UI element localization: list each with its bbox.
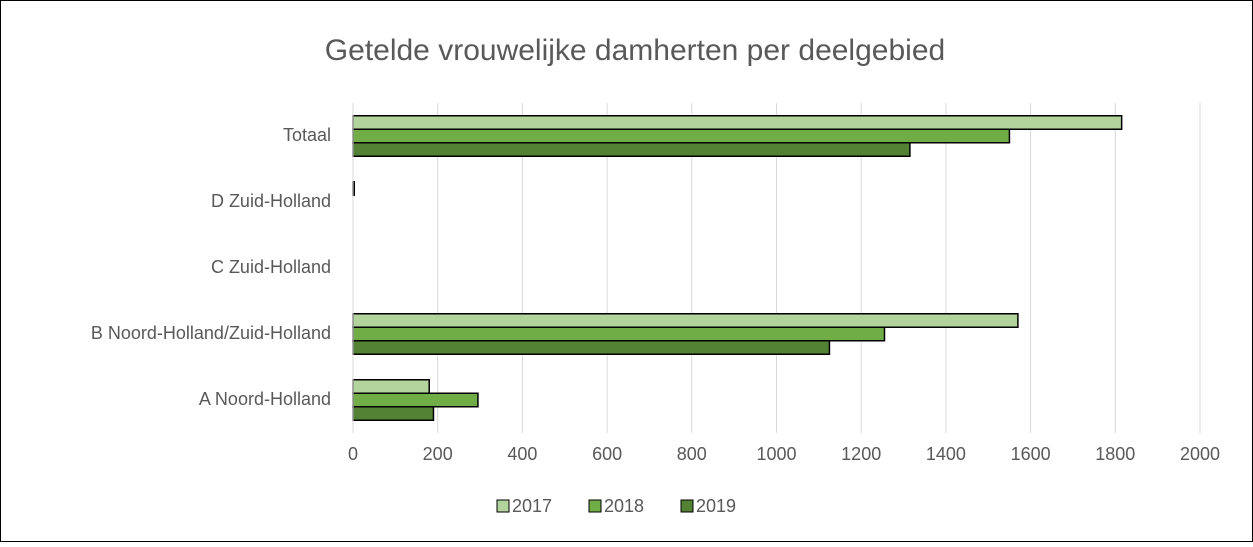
legend-swatch bbox=[680, 499, 694, 513]
legend-swatch bbox=[496, 499, 510, 513]
x-tick-label: 800 bbox=[677, 444, 707, 464]
legend-label: 2019 bbox=[696, 496, 736, 516]
x-tick-label: 1800 bbox=[1095, 444, 1135, 464]
legend-label: 2018 bbox=[604, 496, 644, 516]
legend-label: 2017 bbox=[512, 496, 552, 516]
bar bbox=[352, 128, 1011, 144]
y-tick-label: Totaal bbox=[283, 125, 331, 145]
x-tick-label: 1600 bbox=[1011, 444, 1051, 464]
x-tick-label: 400 bbox=[507, 444, 537, 464]
x-tick-label: 1400 bbox=[926, 444, 966, 464]
x-tick-label: 200 bbox=[423, 444, 453, 464]
y-tick-label: D Zuid-Holland bbox=[211, 191, 331, 211]
legend-swatch bbox=[588, 499, 602, 513]
chart-title: Getelde vrouwelijke damherten per deelge… bbox=[325, 34, 945, 67]
x-tick-label: 1200 bbox=[841, 444, 881, 464]
bar bbox=[352, 313, 1019, 328]
x-tick-label: 0 bbox=[348, 444, 358, 464]
bar bbox=[352, 142, 911, 157]
bar bbox=[352, 379, 430, 394]
bar bbox=[352, 392, 479, 408]
x-tick-label: 600 bbox=[592, 444, 622, 464]
bar bbox=[352, 340, 831, 355]
y-tick-label: A Noord-Holland bbox=[199, 389, 331, 409]
bar bbox=[352, 406, 435, 421]
y-tick-label: B Noord-Holland/Zuid-Holland bbox=[91, 323, 331, 343]
x-tick-label: 1000 bbox=[756, 444, 796, 464]
x-tick-label: 2000 bbox=[1180, 444, 1220, 464]
y-tick-label: C Zuid-Holland bbox=[211, 257, 331, 277]
bar bbox=[352, 326, 886, 342]
bar bbox=[352, 115, 1123, 130]
